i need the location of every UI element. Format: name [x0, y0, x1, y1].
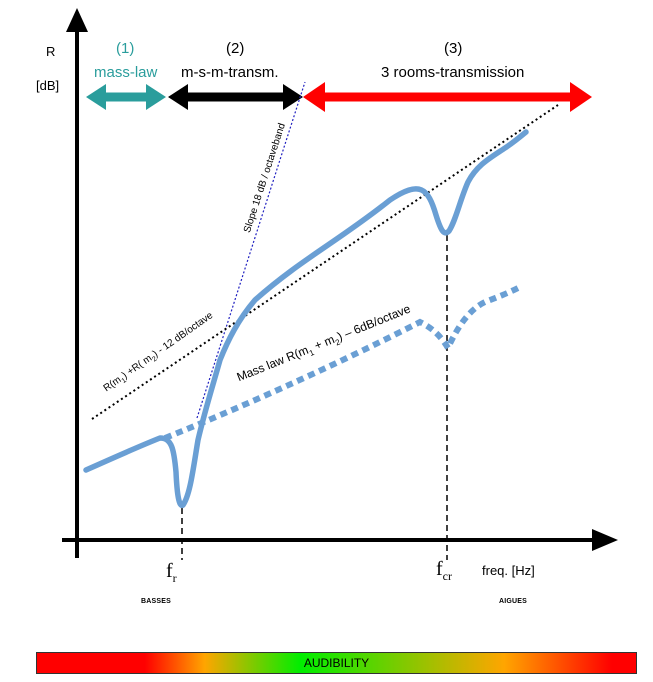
region-3-arrow: [303, 82, 592, 112]
aigues-label: AIGUES: [499, 598, 528, 605]
fcr-label: fcr: [436, 558, 452, 583]
basses-label: BASSES: [141, 598, 171, 605]
sum-12db-line: [91, 104, 559, 420]
x-axis-label: freq. [Hz]: [482, 563, 535, 578]
y-axis-arrowhead: [66, 8, 88, 32]
x-axis-arrowhead: [592, 529, 618, 551]
y-axis-label: R: [46, 44, 56, 59]
region-2-label: m-s-m-transm.: [181, 64, 279, 81]
region-1-number: (1): [116, 40, 135, 57]
slope-18db-line: [196, 81, 306, 419]
region-2-arrow: [168, 84, 303, 110]
mass-law-curve: [163, 285, 520, 441]
region-3-label: 3 rooms-transmission: [381, 64, 525, 81]
audibility-label: AUDIBILITY: [303, 656, 370, 670]
y-axis-unit: [dB]: [36, 78, 60, 93]
region-1-arrow: [86, 84, 166, 110]
transmission-loss-curve: [83, 129, 529, 509]
audibility-gradient-bar: AUDIBILITY: [36, 652, 637, 674]
region-1-label: mass-law: [94, 64, 158, 81]
fr-label: fr: [166, 560, 177, 585]
region-2-number: (2): [226, 40, 245, 57]
region-3-number: (3): [444, 40, 463, 57]
